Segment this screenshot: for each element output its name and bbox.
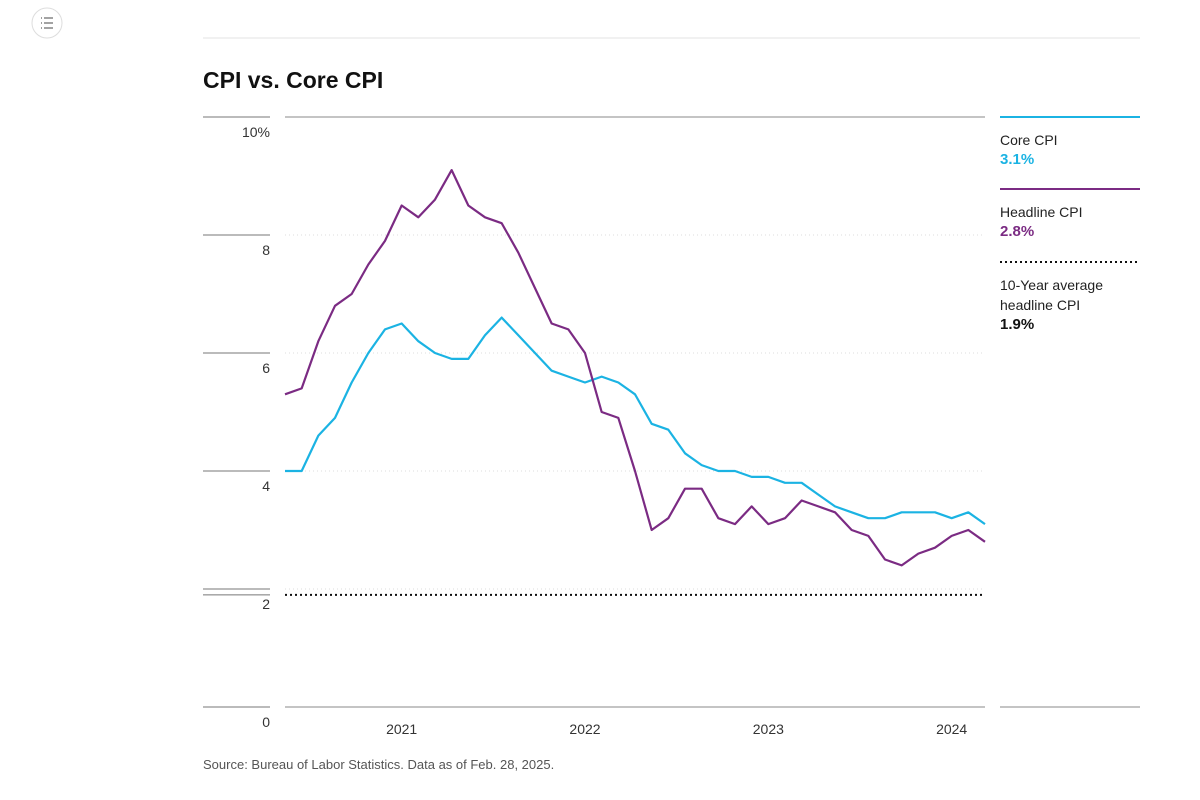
- series-line: [284, 169, 986, 567]
- legend-label: 10-Year average headline CPI: [1000, 277, 1104, 313]
- x-tick-label: 2022: [569, 721, 600, 737]
- chart-title: CPI vs. Core CPI: [203, 67, 383, 93]
- x-tick-label: 2021: [386, 721, 417, 737]
- legend-core: Core CPI 3.1%: [1000, 130, 1125, 170]
- legend-value: 2.8%: [1000, 223, 1035, 240]
- legend-value: 1.9%: [1000, 316, 1035, 333]
- x-tick-label: 2024: [936, 721, 967, 737]
- series-line: [285, 316, 986, 525]
- y-tick-label: 6: [262, 360, 270, 376]
- y-tick-label: 8: [262, 242, 270, 258]
- legend-reference: 10-Year average headline CPI 1.9%: [1000, 275, 1125, 335]
- x-tick-label: 2023: [753, 721, 784, 737]
- y-tick-label: 4: [262, 478, 270, 494]
- source: Source: Bureau of Labor Statistics. Data…: [203, 757, 554, 772]
- legend-label: Core CPI: [1000, 132, 1058, 148]
- y-tick-label: 10%: [242, 124, 270, 140]
- plot: 0 2 4 6 8 10% 2021 2022 2023 2024: [203, 116, 1140, 737]
- legend-value: 3.1%: [1000, 151, 1035, 168]
- menu-icon: [41, 17, 53, 29]
- y-tick-label: 2: [262, 596, 270, 612]
- y-tick-label: 0: [262, 714, 270, 730]
- legend-headline: Headline CPI 2.8%: [1000, 202, 1125, 242]
- legend-label: Headline CPI: [1000, 204, 1083, 220]
